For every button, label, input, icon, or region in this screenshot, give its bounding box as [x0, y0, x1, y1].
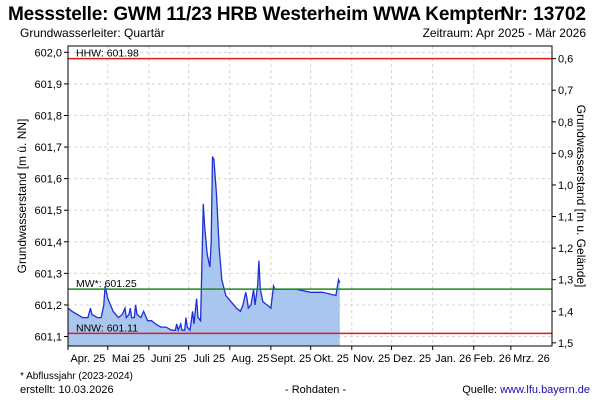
left-tick-label: 601,5: [34, 205, 62, 217]
created-date: erstellt: 10.03.2026: [20, 384, 114, 396]
x-tick-label: Apr. 25: [70, 353, 105, 365]
x-axis: Apr. 25 Mai 25 Juni 25 Juli 25 Aug. 25 Sept. …: [67, 346, 550, 365]
right-tick-label: 1,1: [558, 212, 573, 224]
x-tick-label: Okt. 25: [313, 353, 348, 365]
right-axis: 0,6 0,7 0,8 0,9 1,0 1,1 1,2 1,3 1,4 1,5: [552, 54, 573, 350]
reference-lines: HHW: 601.98 MW*: 601.25 NNW: 601.11: [68, 48, 552, 334]
left-tick-label: 601,1: [34, 332, 62, 344]
right-tick-label: 1,3: [558, 275, 573, 287]
water-level-area: [68, 156, 340, 346]
left-tick-label: 601,4: [34, 237, 62, 249]
source-link[interactable]: www.lfu.bayern.de: [500, 384, 590, 396]
x-tick-label: Nov. 25: [353, 353, 390, 365]
nnw-label: NNW: 601.11: [76, 322, 138, 334]
period-label: Zeitraum: Apr 2025 - Mär 2026: [422, 26, 586, 40]
left-tick-label: 601,3: [34, 268, 62, 280]
source: Quelle: www.lfu.bayern.de: [462, 384, 590, 396]
footnote: * Abflussjahr (2023-2024): [20, 371, 133, 382]
left-tick-label: 601,6: [34, 174, 62, 186]
x-tick-label: Mrz. 26: [513, 353, 550, 365]
right-tick-label: 0,9: [558, 148, 573, 160]
aquifer-label: Grundwasserleiter: Quartär: [20, 26, 165, 40]
right-tick-label: 0,7: [558, 85, 573, 97]
x-tick-label: Juli 25: [193, 353, 225, 365]
left-axis-title: Grundwasserstand [m ü. NN]: [15, 119, 29, 274]
raw-data-note: - Rohdaten -: [285, 384, 347, 396]
x-tick-label: Feb. 26: [474, 353, 511, 365]
right-axis-title: Grundwasserstand [m u. Gelände]: [574, 105, 588, 288]
left-tick-label: 601,8: [34, 110, 62, 122]
water-level-line: [67, 156, 341, 333]
grid: [68, 46, 552, 346]
right-tick-label: 0,6: [558, 54, 573, 66]
source-label: Quelle:: [462, 384, 501, 396]
right-tick-label: 1,2: [558, 243, 573, 255]
hhw-label: HHW: 601.98: [76, 48, 139, 60]
left-tick-label: 601,2: [34, 300, 62, 312]
right-tick-label: 1,5: [558, 338, 573, 350]
page-title: Messstelle: GWM 11/23 HRB Westerheim WWA…: [8, 4, 506, 25]
right-tick-label: 1,0: [558, 180, 573, 192]
plot-frame: [67, 45, 553, 347]
x-tick-label: Aug. 25: [231, 353, 269, 365]
left-tick-label: 602,0: [34, 47, 62, 59]
mw-label: MW*: 601.25: [76, 278, 137, 290]
x-tick-label: Dez. 25: [393, 353, 431, 365]
x-tick-label: Juni 25: [151, 353, 186, 365]
left-axis: 601,1 601,2 601,3 601,4 601,5 601,6 601,7 601,8…: [34, 47, 68, 344]
x-tick-label: Jan. 26: [435, 353, 471, 365]
right-tick-label: 0,8: [558, 117, 573, 129]
left-tick-label: 601,7: [34, 142, 62, 154]
x-tick-label: Sept. 25: [270, 353, 311, 365]
station-number: Nr: 13702: [500, 4, 586, 25]
x-tick-label: Mai 25: [112, 353, 145, 365]
right-tick-label: 1,4: [558, 306, 573, 318]
left-tick-label: 601,9: [34, 79, 62, 91]
